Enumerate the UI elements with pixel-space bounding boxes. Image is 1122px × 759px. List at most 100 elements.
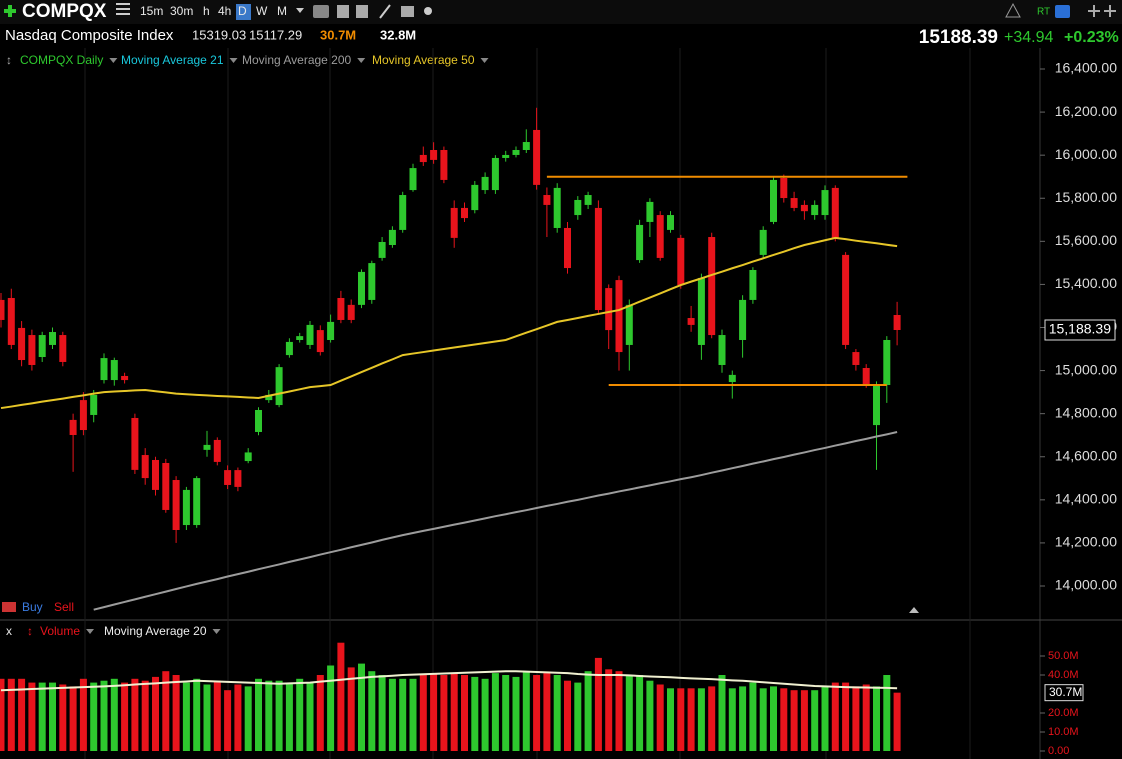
legend-dropdown[interactable] xyxy=(212,629,221,634)
candle-body xyxy=(306,324,314,345)
draw-icon[interactable] xyxy=(379,4,391,19)
volume-bar xyxy=(430,673,438,751)
legend-entry[interactable]: COMPQX Daily xyxy=(20,53,103,67)
volume-bar xyxy=(347,667,355,751)
volume-bar xyxy=(636,675,644,751)
candle-body xyxy=(821,190,829,216)
legend-entry[interactable]: Moving Average 50 xyxy=(372,53,475,67)
candle-body xyxy=(502,154,510,158)
legend-dropdown[interactable] xyxy=(357,58,366,63)
candle-body xyxy=(388,229,396,245)
rt[interactable]: RT xyxy=(1037,7,1050,18)
candle-body xyxy=(368,263,376,300)
volume-bar xyxy=(873,686,880,751)
volume-bar xyxy=(440,675,448,751)
timeframe[interactable]: D xyxy=(238,4,247,18)
candle-body xyxy=(285,341,293,356)
window-icons[interactable] xyxy=(1088,5,1116,17)
candle-body xyxy=(471,184,479,211)
volume-bar xyxy=(296,678,304,751)
volume-bar xyxy=(491,673,499,751)
symbol[interactable]: COMPQX xyxy=(22,1,107,22)
volume-bar xyxy=(831,682,839,751)
scroll-marker[interactable] xyxy=(909,607,919,613)
legend-entry[interactable]: Moving Average 20 xyxy=(104,624,207,638)
y-tick-label: 14,600.00 xyxy=(1055,447,1117,463)
volume-bar xyxy=(193,678,201,751)
sell[interactable]: Sell xyxy=(54,600,74,614)
close-pane[interactable]: x xyxy=(6,624,12,638)
layers-icon[interactable] xyxy=(401,6,414,17)
candle-body xyxy=(842,254,850,345)
volume-bar xyxy=(522,671,530,751)
y-tick-label: 16,400.00 xyxy=(1055,60,1117,76)
candle-body xyxy=(419,154,427,163)
candle-body xyxy=(7,297,15,345)
volume-bar xyxy=(574,682,582,751)
candle-body xyxy=(28,335,36,365)
candle-body xyxy=(18,327,26,361)
buy[interactable]: Buy xyxy=(22,600,43,614)
volume-bar xyxy=(224,690,232,751)
timeframe[interactable]: 4h xyxy=(218,4,231,18)
candle-body xyxy=(491,157,499,191)
timeframe[interactable]: M xyxy=(277,4,287,18)
legend-entry[interactable]: Moving Average 200 xyxy=(242,53,352,67)
timeframe[interactable]: 15m xyxy=(140,4,163,18)
dropdown[interactable] xyxy=(296,8,304,13)
volume-bar xyxy=(584,671,592,751)
candle-body xyxy=(409,168,417,191)
volume-bar xyxy=(800,690,808,751)
timeframe[interactable]: W xyxy=(256,4,268,18)
menu-icon[interactable] xyxy=(116,3,130,15)
volume-bar xyxy=(749,682,757,751)
volume-bar xyxy=(172,675,180,751)
bars-icon[interactable] xyxy=(337,5,349,18)
y-tick-label: 40.0M xyxy=(1048,669,1079,681)
last-price: 15188.39 xyxy=(919,27,998,48)
volume-bar xyxy=(316,675,324,751)
trade-icon[interactable] xyxy=(2,602,16,612)
moving-average xyxy=(93,431,898,611)
candle-body xyxy=(162,462,170,510)
legend-dropdown[interactable] xyxy=(109,58,118,63)
candle-body xyxy=(450,207,458,238)
legend-entry[interactable]: Volume xyxy=(40,624,80,638)
volume-bar xyxy=(327,665,335,751)
y-tick-label: 14,400.00 xyxy=(1055,491,1117,507)
candle-body xyxy=(677,237,685,286)
volume-bar xyxy=(739,686,747,751)
chart-type-icon[interactable] xyxy=(313,5,329,18)
share-icon[interactable] xyxy=(424,7,432,15)
candle-body xyxy=(883,339,891,386)
candle-body xyxy=(90,394,98,415)
timeframe[interactable]: h xyxy=(203,4,210,18)
volume-bar xyxy=(38,682,46,751)
s-icon[interactable] xyxy=(1055,5,1070,18)
legend-entry[interactable]: Moving Average 21 xyxy=(121,53,224,67)
legend-dropdown[interactable] xyxy=(86,629,95,634)
volume-bar xyxy=(69,686,77,751)
candle-body xyxy=(430,149,438,160)
volume-bar xyxy=(79,678,87,751)
legend-dropdown[interactable] xyxy=(229,58,238,63)
candle-body xyxy=(182,489,190,526)
candle-body xyxy=(59,335,67,362)
legend-dropdown[interactable] xyxy=(480,58,489,63)
timeframe[interactable]: 30m xyxy=(170,4,193,18)
change: +34.94 xyxy=(1004,29,1053,46)
star-icon[interactable] xyxy=(1005,2,1021,18)
moving-average xyxy=(0,236,898,410)
volume-bar xyxy=(811,690,819,751)
add-icon[interactable] xyxy=(4,5,16,17)
y-tick-label: 0.00 xyxy=(1048,745,1069,757)
edit-icon[interactable] xyxy=(356,5,368,18)
volume-bar xyxy=(533,675,541,751)
candle-body xyxy=(461,207,468,219)
volume-bar xyxy=(543,673,551,751)
volume-bar xyxy=(594,657,602,751)
candle-body xyxy=(316,330,324,353)
y-tick-label: 15,600.00 xyxy=(1055,232,1117,248)
